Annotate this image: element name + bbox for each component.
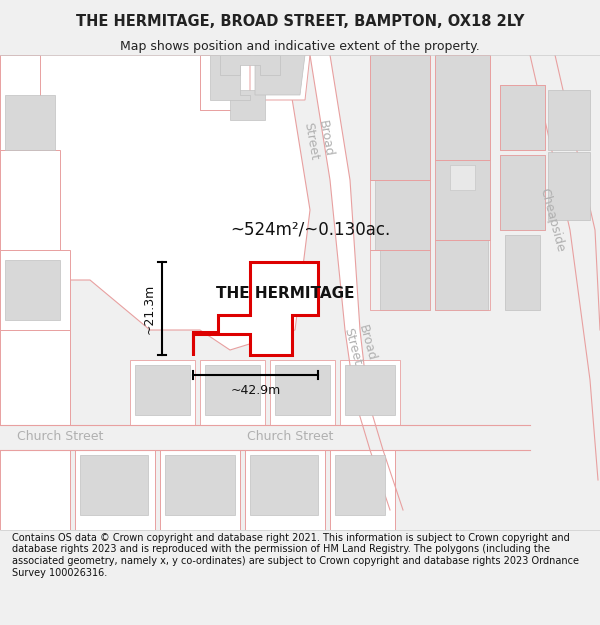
Polygon shape	[193, 262, 318, 355]
Text: Church Street: Church Street	[17, 431, 103, 444]
Polygon shape	[220, 55, 280, 75]
Text: Church Street: Church Street	[247, 431, 333, 444]
Polygon shape	[310, 55, 368, 400]
Polygon shape	[340, 360, 400, 425]
Text: Cheapside: Cheapside	[537, 187, 567, 253]
Text: Contains OS data © Crown copyright and database right 2021. This information is : Contains OS data © Crown copyright and d…	[12, 532, 579, 578]
Polygon shape	[200, 55, 250, 110]
Polygon shape	[270, 360, 335, 425]
Polygon shape	[435, 160, 490, 240]
Polygon shape	[0, 330, 70, 425]
Polygon shape	[275, 365, 330, 415]
Polygon shape	[130, 360, 195, 425]
Polygon shape	[0, 150, 60, 250]
Polygon shape	[210, 55, 250, 100]
Polygon shape	[230, 90, 265, 120]
Polygon shape	[330, 450, 395, 530]
Polygon shape	[160, 450, 240, 530]
Polygon shape	[0, 55, 310, 350]
Text: ~21.3m: ~21.3m	[143, 283, 155, 334]
Text: Broad
Street: Broad Street	[301, 119, 335, 161]
Polygon shape	[375, 180, 430, 250]
Polygon shape	[200, 55, 265, 110]
Polygon shape	[435, 240, 488, 310]
Polygon shape	[435, 55, 490, 160]
Polygon shape	[0, 55, 40, 150]
Polygon shape	[450, 165, 475, 190]
Polygon shape	[548, 152, 590, 220]
Polygon shape	[5, 260, 60, 320]
Text: THE HERMITAGE, BROAD STREET, BAMPTON, OX18 2LY: THE HERMITAGE, BROAD STREET, BAMPTON, OX…	[76, 14, 524, 29]
Polygon shape	[345, 365, 395, 415]
Polygon shape	[0, 450, 70, 530]
Polygon shape	[205, 365, 260, 415]
Polygon shape	[505, 235, 540, 310]
Polygon shape	[0, 250, 70, 330]
Polygon shape	[250, 55, 310, 100]
Polygon shape	[5, 95, 55, 150]
Polygon shape	[380, 250, 430, 310]
Polygon shape	[135, 365, 190, 415]
Text: ~42.9m: ~42.9m	[230, 384, 281, 398]
Polygon shape	[250, 455, 318, 515]
Text: THE HERMITAGE: THE HERMITAGE	[216, 286, 354, 301]
Polygon shape	[75, 450, 155, 530]
Text: Broad
Street: Broad Street	[341, 323, 379, 367]
Polygon shape	[548, 90, 590, 150]
Text: ~524m²/~0.130ac.: ~524m²/~0.130ac.	[230, 221, 390, 239]
Polygon shape	[370, 55, 430, 180]
Polygon shape	[200, 360, 265, 425]
Polygon shape	[245, 450, 325, 530]
Polygon shape	[165, 455, 235, 515]
Polygon shape	[80, 455, 148, 515]
Polygon shape	[335, 455, 385, 515]
Polygon shape	[500, 155, 545, 230]
Polygon shape	[500, 85, 545, 150]
Polygon shape	[255, 55, 305, 95]
Text: Map shows position and indicative extent of the property.: Map shows position and indicative extent…	[120, 39, 480, 52]
